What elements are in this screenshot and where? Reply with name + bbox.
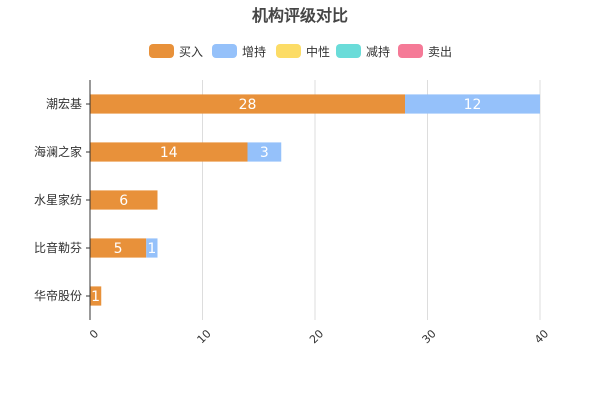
bars	[90, 94, 540, 306]
bar-value-label-series-1-cat-1: 3	[260, 145, 269, 161]
bar-value-label-series-0-cat-0: 28	[239, 97, 257, 113]
legend-swatch-series-4	[398, 44, 423, 58]
x-tick-label-30: 30	[420, 327, 439, 346]
bar-series-1-cat-0	[405, 94, 540, 114]
legend-swatch-series-2	[276, 44, 301, 58]
legend-label-series-2: 中性	[306, 44, 330, 59]
legend-swatch-series-1	[212, 44, 237, 58]
bar-series-1-cat-3	[146, 238, 158, 258]
bar-value-label-series-0-cat-4: 1	[91, 289, 100, 305]
bar-series-1-cat-1	[247, 142, 282, 162]
legend-label-series-0: 买入	[179, 45, 203, 59]
category-label-4: 华帝股份	[34, 288, 82, 303]
legend-swatch-series-0	[149, 44, 174, 58]
bar-value-label-series-0-cat-2: 6	[119, 193, 128, 209]
bar-series-0-cat-3	[90, 238, 147, 258]
legend: 买入 增持 中性 减持 卖出	[149, 44, 452, 59]
legend-label-series-3: 减持	[366, 44, 390, 59]
bar-series-0-cat-0	[90, 94, 405, 114]
category-label-0: 潮宏基	[46, 96, 82, 111]
bar-value-label-series-1-cat-3: 1	[147, 241, 156, 257]
category-label-2: 水星家纺	[34, 192, 82, 207]
x-tick-label-40: 40	[532, 327, 551, 346]
x-tick-label-10: 10	[195, 327, 214, 346]
legend-label-series-1: 增持	[242, 44, 266, 59]
legend-label-series-4: 卖出	[428, 45, 452, 59]
x-tick-label-0: 0	[87, 327, 101, 341]
bar-series-0-cat-4	[90, 286, 102, 306]
chart-title: 机构评级对比	[252, 6, 348, 25]
bar-value-label-series-0-cat-1: 14	[160, 145, 178, 161]
bar-series-0-cat-1	[90, 142, 248, 162]
grid-lines	[202, 80, 541, 320]
category-label-1: 海澜之家	[34, 144, 82, 159]
legend-swatch-series-3	[336, 44, 361, 58]
bar-value-label-series-1-cat-0: 12	[464, 97, 482, 113]
bar-series-0-cat-2	[90, 190, 158, 210]
bar-labels: 28 12 14 3 6 5 1 1	[91, 97, 481, 305]
x-tick-label-20: 20	[307, 327, 326, 346]
category-label-3: 比音勒芬	[34, 240, 82, 255]
bar-value-label-series-0-cat-3: 5	[114, 241, 123, 257]
